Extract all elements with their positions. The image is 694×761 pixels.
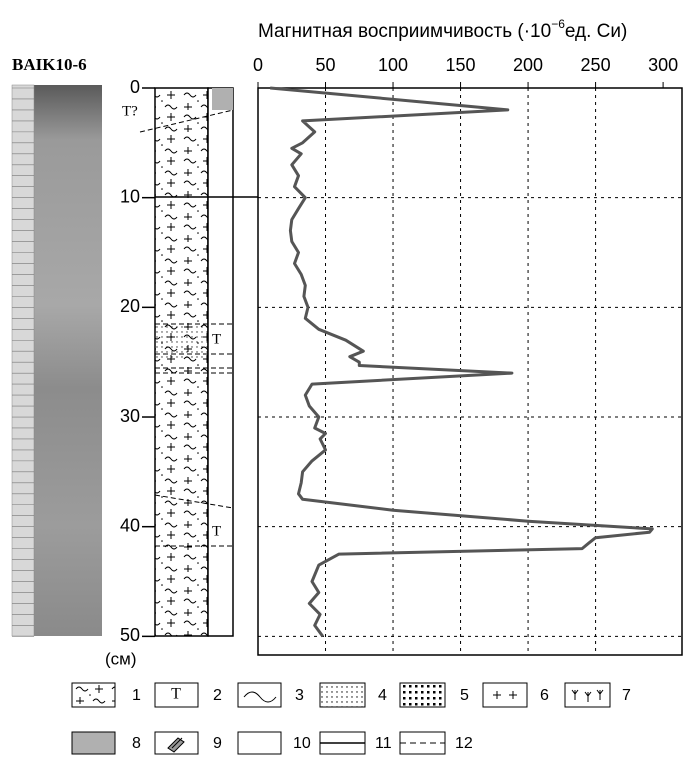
zone-label: T xyxy=(212,524,221,540)
y-tick-label: 50 xyxy=(120,625,140,645)
legend-label: 6 xyxy=(540,687,549,704)
axes: 0 50 100 150 200 250 300 0 10 20 30 40 50 (см) T? T T xyxy=(105,55,683,668)
legend: Т xyxy=(71,682,611,755)
legend-label: 3 xyxy=(295,687,304,704)
plot-frame xyxy=(257,87,683,656)
x-tick-label: 0 xyxy=(253,55,263,75)
ruler xyxy=(12,87,34,637)
y-axis-label: (см) xyxy=(105,649,137,668)
legend-label: 11 xyxy=(375,735,392,752)
x-tick-label: 250 xyxy=(581,55,611,75)
y-tick-label: 40 xyxy=(120,515,140,535)
legend-label: 4 xyxy=(378,687,387,704)
y-tick-label: 10 xyxy=(120,186,140,206)
legend-label: 8 xyxy=(132,735,141,752)
chart-title: Магнитная восприимчивость (·10−6ед. Си) xyxy=(258,17,627,42)
lithology-column xyxy=(139,87,258,637)
legend-label: 12 xyxy=(455,735,473,752)
x-tick-label: 150 xyxy=(446,55,476,75)
y-tick-label: 30 xyxy=(120,406,140,426)
core-photo xyxy=(11,84,102,637)
profile-line xyxy=(270,86,654,638)
x-tick-label: 300 xyxy=(648,55,678,75)
y-tick-label: 0 xyxy=(130,77,140,97)
svg-text:Т: Т xyxy=(171,686,181,703)
x-tick-label: 100 xyxy=(378,55,408,75)
y-tick-label: 20 xyxy=(120,296,140,316)
legend-label: 7 xyxy=(622,687,631,704)
zone-label: T xyxy=(212,332,221,348)
zone-label: T? xyxy=(122,104,138,120)
legend-label: 1 xyxy=(132,687,141,704)
legend-label: 2 xyxy=(213,687,222,704)
legend-label: 5 xyxy=(460,687,469,704)
legend-label: 9 xyxy=(213,735,222,752)
legend-label: 10 xyxy=(293,735,311,752)
x-tick-label: 50 xyxy=(316,55,336,75)
legend-labels: 1 2 3 4 5 6 78 9 10 11 12 xyxy=(132,687,631,752)
core-label: BAIK10-6 xyxy=(12,55,87,74)
x-tick-label: 200 xyxy=(513,55,543,75)
